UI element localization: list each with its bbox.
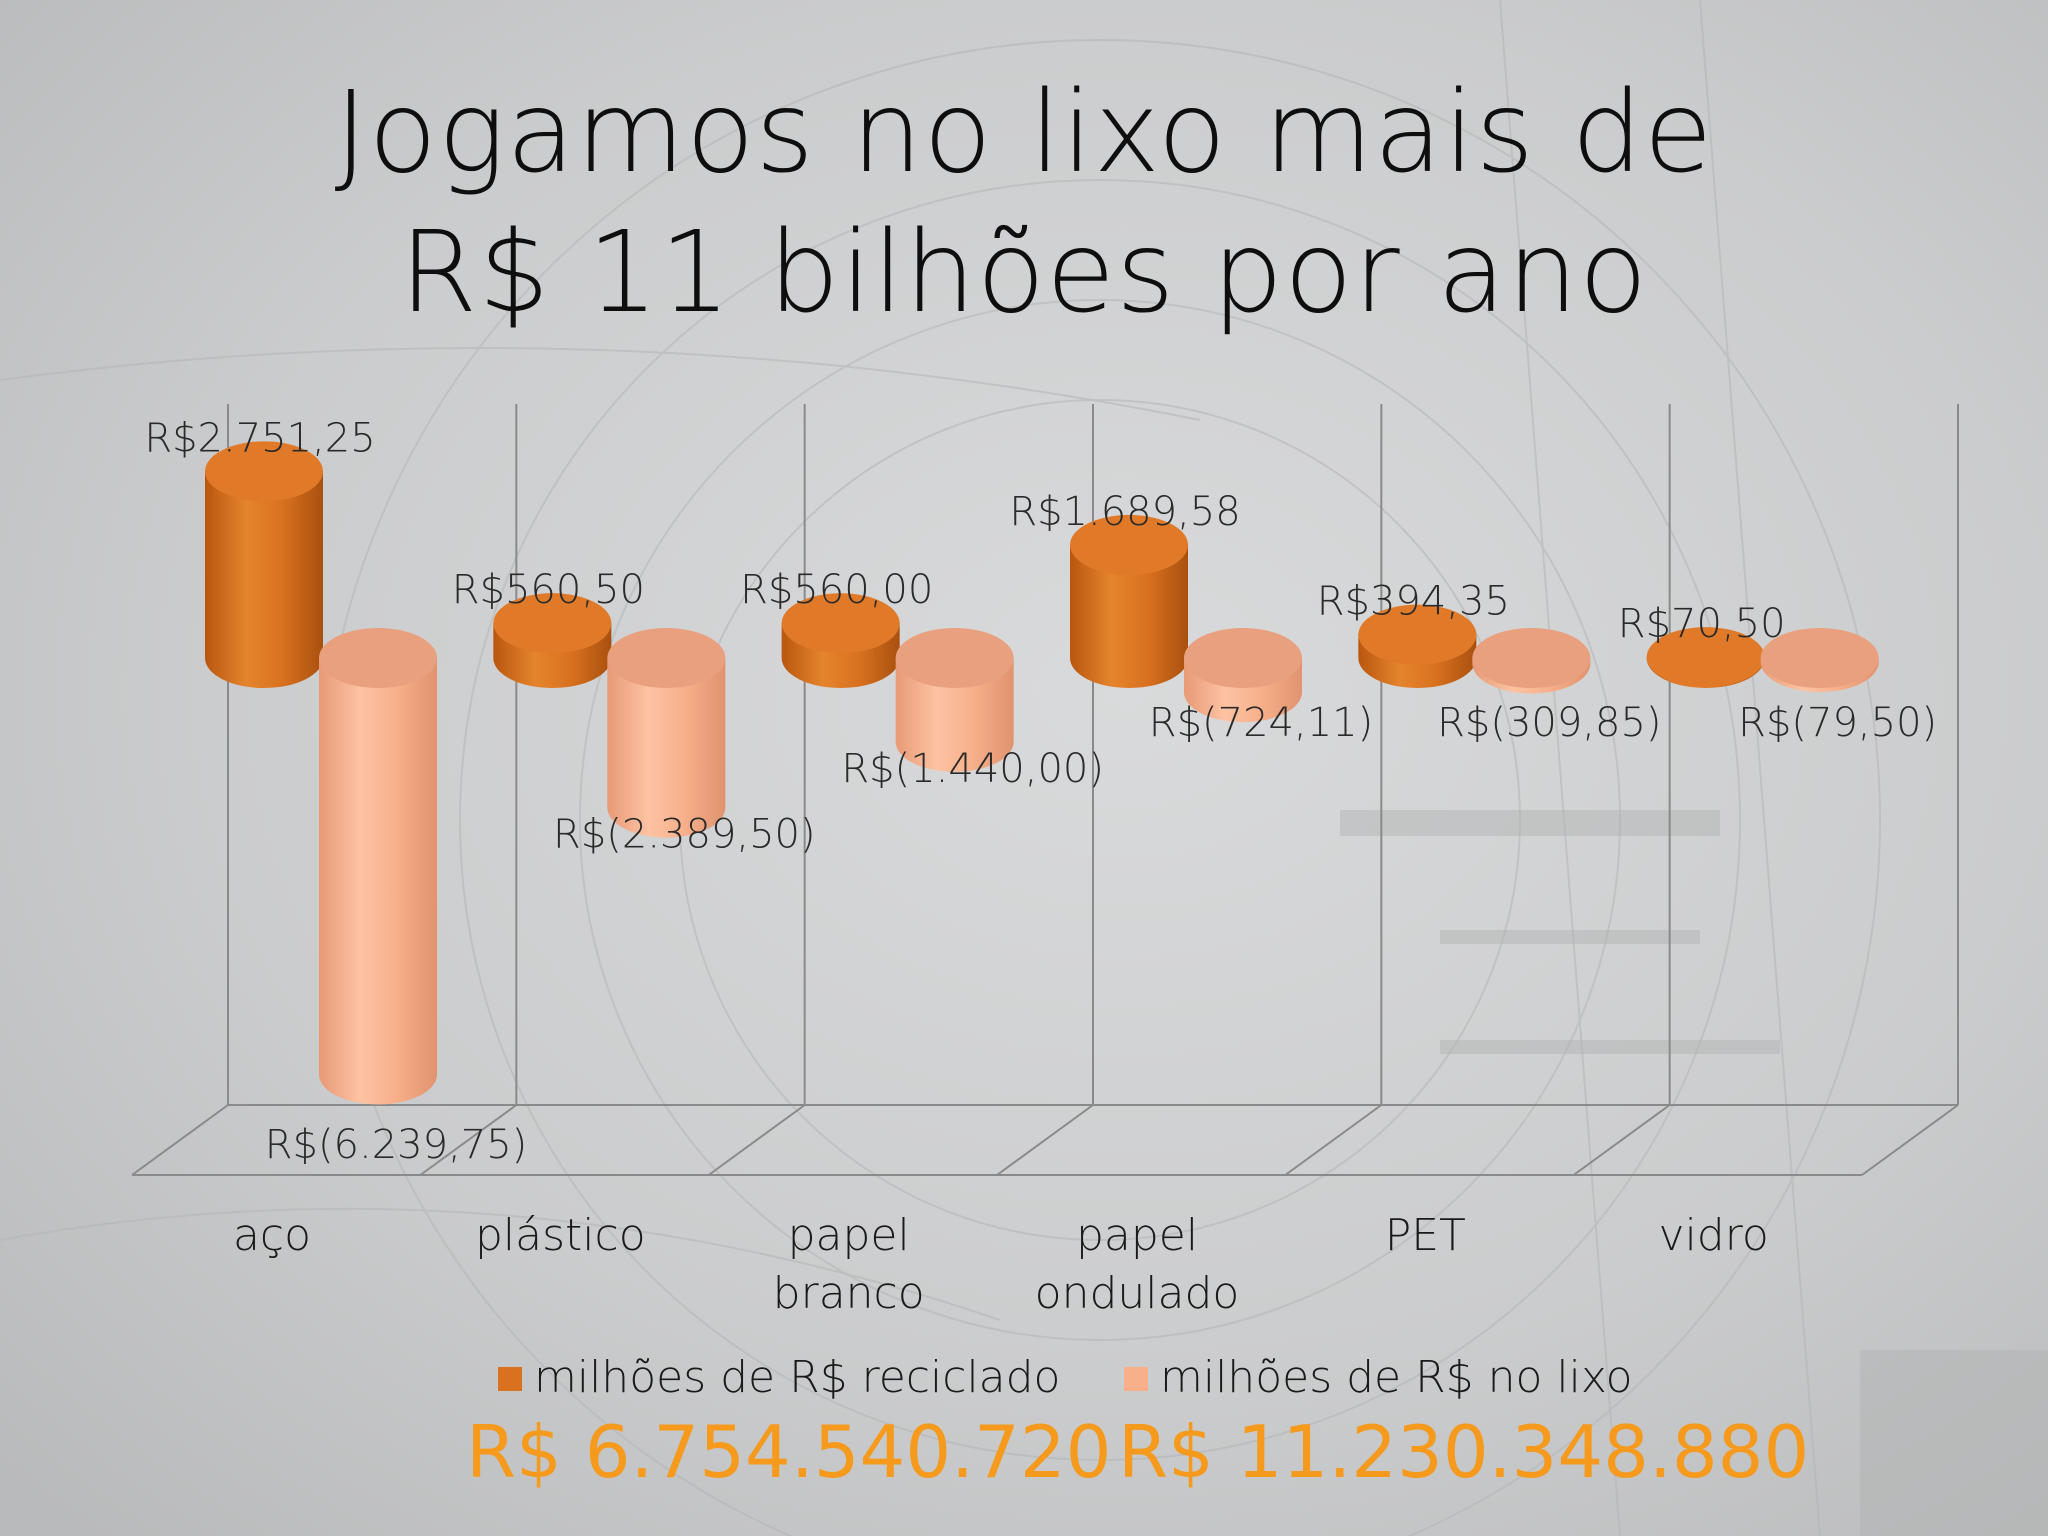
bar-lixo-1-top (607, 628, 726, 688)
bar-recycled-3-body (1070, 544, 1188, 688)
legend-item-recycled-swatch (498, 1367, 522, 1391)
bar-recycled-3-top (1070, 514, 1188, 575)
category-label: branco (773, 1268, 925, 1319)
bar-lixo-5-top (1760, 628, 1879, 688)
bar-lixo-1-body (607, 658, 726, 838)
data-label-lixo: R$(79,50) (1738, 700, 1937, 746)
data-label-recycled: R$394,35 (1317, 579, 1510, 625)
bar-recycled-3 (1070, 514, 1188, 688)
legend-item-lixo-label: milhões de R$ no lixo (1160, 1352, 1632, 1403)
legend-item-recycled: milhões de R$ reciclado (498, 1352, 1060, 1403)
data-label-lixo: R$(6.239,75) (265, 1122, 528, 1168)
bar-recycled-2-top (781, 593, 900, 654)
data-label-recycled: R$70,50 (1618, 601, 1786, 647)
category-label: aço (233, 1210, 311, 1261)
bar-recycled-1 (493, 593, 612, 688)
total-lixo-value: R$ 11.230.348.880 (1118, 1410, 1810, 1494)
data-label-lixo: R$(1.440,00) (841, 746, 1104, 792)
bar-lixo-5 (1760, 628, 1879, 692)
bar-lixo-4-top (1472, 628, 1591, 688)
bar-lixo-3-top (1184, 628, 1302, 688)
bar-recycled-4-top (1358, 604, 1477, 665)
bar-recycled-1-top (493, 593, 612, 654)
legend-item-lixo: milhões de R$ no lixo (1124, 1352, 1632, 1403)
grid-floor-line (996, 1104, 1094, 1176)
grid-floor-line (419, 1104, 517, 1176)
category-label: plástico (475, 1210, 646, 1261)
bar-recycled-0 (205, 441, 323, 688)
data-label-lixo: R$(2.389,50) (553, 812, 816, 858)
category-label: vidro (1659, 1210, 1769, 1261)
data-label-recycled: R$1.689,58 (1009, 489, 1240, 535)
category-label: ondulado (1035, 1268, 1240, 1319)
bar-lixo-0-body (319, 658, 437, 1105)
category-label: papel (788, 1210, 910, 1261)
data-label-lixo: R$(724,11) (1149, 700, 1373, 746)
bar-lixo-0 (319, 628, 437, 1105)
bar-lixo-2-top (895, 628, 1014, 688)
data-label-lixo: R$(309,85) (1437, 700, 1661, 746)
grid-floor-line (1284, 1104, 1382, 1176)
legend-item-lixo-swatch (1124, 1367, 1148, 1391)
grid-floor-line (1861, 1104, 1959, 1176)
bar-recycled-0-top (205, 441, 323, 502)
page-title-line-1: Jogamos no lixo mais de (334, 68, 1714, 198)
grid-floor-line (708, 1104, 806, 1176)
bar-recycled-2 (781, 593, 900, 688)
data-label-recycled: R$2.751,25 (144, 415, 375, 461)
bar-lixo-2 (895, 628, 1014, 772)
data-label-recycled: R$560,00 (740, 567, 933, 613)
page-title-line-2: R$ 11 bilhões por ano (399, 208, 1649, 338)
bar-recycled-0-body (205, 471, 323, 688)
bar-recycled-5-top (1646, 627, 1765, 688)
bar-lixo-2-body (895, 658, 1014, 772)
data-label-recycled: R$560,50 (452, 567, 645, 613)
total-recycled-value: R$ 6.754.540.720 (466, 1410, 1112, 1494)
grid-floor-line (131, 1104, 229, 1176)
bar-lixo-1 (607, 628, 726, 838)
chart-bars (205, 441, 1879, 1105)
chart-grid (131, 404, 1959, 1176)
category-label: PET (1385, 1210, 1466, 1261)
bar-lixo-4 (1472, 628, 1591, 694)
category-label: papel (1076, 1210, 1198, 1261)
bar-lixo-3 (1184, 628, 1302, 723)
grid-floor-line (1573, 1104, 1671, 1176)
bar-lixo-0-top (319, 628, 437, 688)
bar-recycled-4 (1358, 604, 1477, 688)
chart-legend: milhões de R$ reciclado milhões de R$ no … (498, 1352, 1632, 1403)
bar-recycled-5 (1646, 627, 1765, 688)
chart-labels: R$2.751,25 R$(6.239,75) aço R$560,50 R$(2.38… (144, 415, 1937, 1319)
legend-item-recycled-label: milhões de R$ reciclado (534, 1352, 1060, 1403)
